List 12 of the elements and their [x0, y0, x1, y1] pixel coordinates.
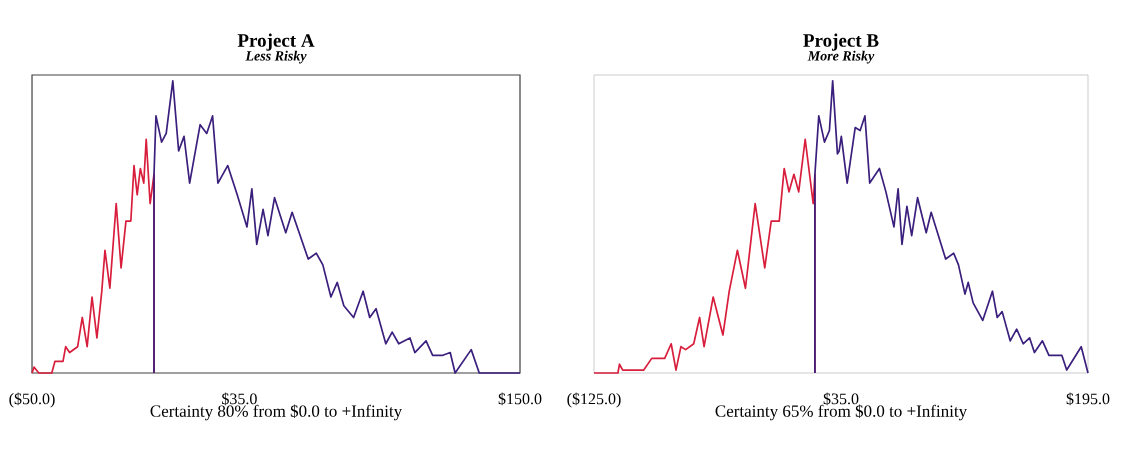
x-tick-label: $150.0 [498, 392, 542, 406]
chart-title: Project B [803, 33, 879, 51]
x-tick-label: ($125.0) [567, 392, 621, 408]
chart-title: Project A [237, 33, 315, 51]
chart-subtitle: Less Risky [245, 50, 307, 64]
x-tick-label: $35.0 [823, 392, 859, 406]
x-tick-label: $35.0 [222, 392, 257, 406]
chart-subtitle: More Risky [807, 50, 875, 64]
x-tick-label: ($50.0) [9, 392, 55, 408]
x-axis-title: Certainty 65% from $0.0 to +Infinity [715, 404, 968, 421]
x-axis-title: Certainty 80% from $0.0 to +Infinity [150, 404, 403, 421]
x-tick-label: $195.0 [1066, 392, 1110, 406]
